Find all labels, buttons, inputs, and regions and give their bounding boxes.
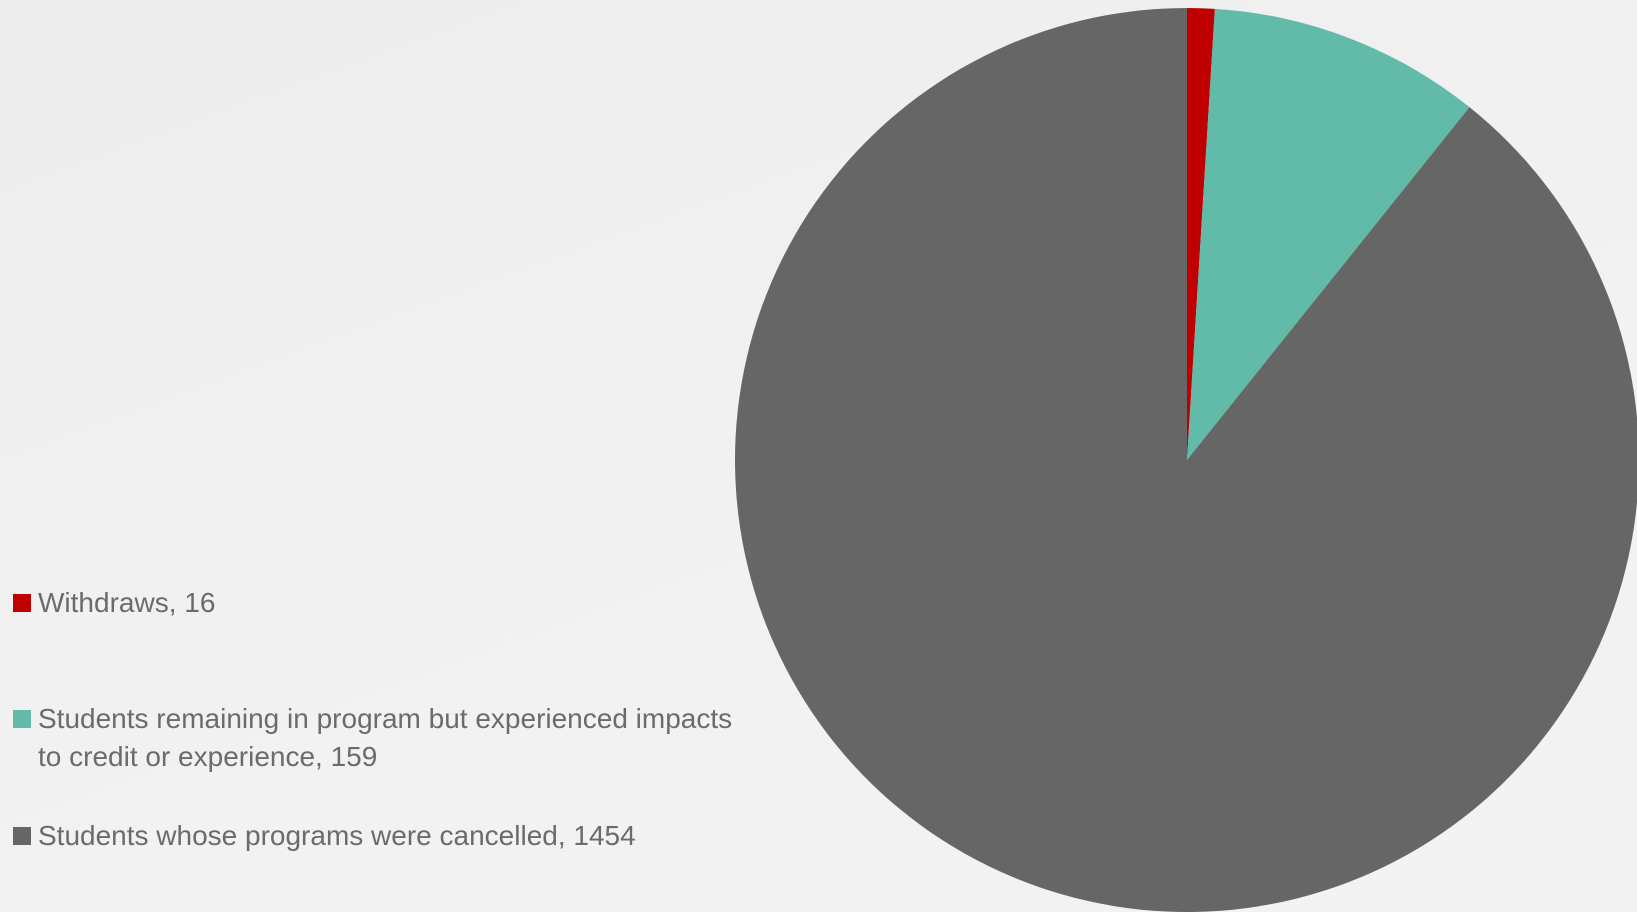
legend-label-impacted-students: Students remaining in program but experi…	[38, 703, 733, 772]
legend-item-withdraws: Withdraws, 16	[13, 584, 733, 622]
pie-slice-1	[1187, 8, 1470, 461]
legend-item-impacted-students: Students remaining in program but experi…	[13, 700, 733, 776]
pie-slice-0	[1187, 8, 1215, 460]
legend-swatch-cancelled-programs	[13, 827, 31, 845]
pie-slice-2	[735, 8, 1637, 912]
legend-item-cancelled-programs: Students whose programs were cancelled, …	[13, 817, 733, 855]
legend-swatch-withdraws	[13, 594, 31, 612]
legend-label-cancelled-programs: Students whose programs were cancelled, …	[38, 820, 636, 851]
legend-label-withdraws: Withdraws, 16	[38, 587, 216, 618]
legend-swatch-impacted-students	[13, 710, 31, 728]
